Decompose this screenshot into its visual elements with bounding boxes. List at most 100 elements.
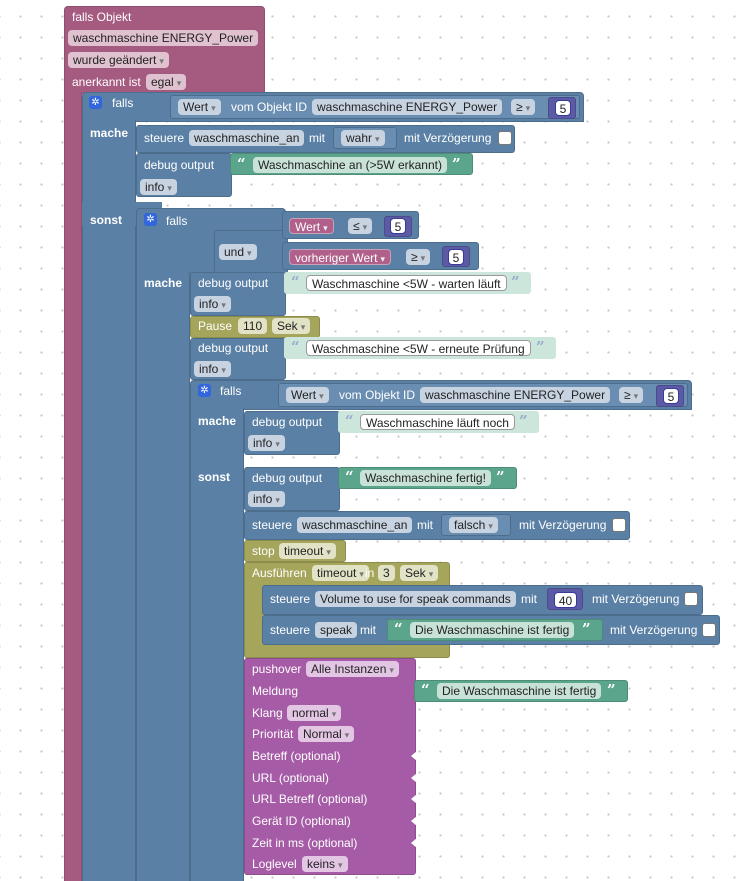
- if2-cond1-num-field[interactable]: 5: [390, 218, 406, 234]
- pushover-block[interactable]: [244, 658, 416, 875]
- if2-cond2-num-field[interactable]: 5: [448, 249, 464, 265]
- quote-open-icon: “: [237, 155, 246, 173]
- if3-steuere-value-dropdown[interactable]: falsch ▾: [449, 517, 498, 533]
- gear-icon[interactable]: ✲: [89, 96, 102, 109]
- if1-op-text: ≥: [516, 100, 523, 114]
- trigger-object-field[interactable]: waschmaschine ENERGY_Power: [68, 30, 259, 46]
- trigger-object-text: waschmaschine ENERGY_Power: [73, 31, 254, 45]
- if1-falls-label: falls: [112, 96, 134, 110]
- if2-debug1-label: debug output: [198, 276, 269, 290]
- pushover-klang-dropdown[interactable]: normal ▾: [287, 705, 342, 721]
- quote-open-icon: “: [421, 681, 430, 699]
- ausfuehren-unit-dropdown[interactable]: Sek ▾: [400, 565, 439, 581]
- if2-cond1-wert-dropdown[interactable]: Wert ▾: [289, 218, 334, 234]
- pushover-loglevel-dropdown[interactable]: keins ▾: [302, 856, 348, 872]
- if1-wert-dropdown[interactable]: Wert ▾: [178, 99, 221, 115]
- quote-close-icon: ”: [607, 681, 616, 699]
- steuere-speak-delay-checkbox[interactable]: [702, 623, 716, 637]
- if2-cond2-num-text: 5: [452, 251, 460, 265]
- pause-num-text: 110: [243, 319, 263, 333]
- if1-steuere-var-field[interactable]: waschmaschine_an: [189, 130, 305, 146]
- if3-steuere-delay-checkbox[interactable]: [612, 518, 626, 532]
- if3-debug-sonst-level-dropdown[interactable]: info ▾: [248, 491, 285, 507]
- if3-steuere-var-text: waschmaschine_an: [302, 518, 408, 532]
- if3-debug-sonst-text-field[interactable]: Waschmaschine fertig!: [360, 470, 491, 486]
- chevron-down-icon: ▾: [362, 222, 368, 232]
- if1-steuere-value-dropdown[interactable]: wahr ▾: [341, 130, 385, 146]
- chevron-down-icon: ▾: [319, 391, 324, 401]
- steuere-volume-mit-label: mit: [521, 592, 537, 606]
- ausfuehren-footer: [244, 645, 450, 658]
- if3-wert-text: Wert: [291, 388, 317, 402]
- chevron-down-icon: ▾: [221, 365, 226, 375]
- input-socket-icon: [411, 816, 417, 826]
- if1-debug-text-field[interactable]: Waschmaschine an (>5W erkannt): [253, 157, 447, 173]
- steuere-volume-num-field[interactable]: 40: [554, 592, 577, 608]
- chevron-down-icon: ▾: [389, 665, 394, 675]
- if3-falls-label: falls: [220, 384, 242, 398]
- pushover-prioritaet-label: Priorität: [252, 727, 294, 741]
- quote-close-icon: ”: [496, 468, 505, 486]
- quote-close-icon: ”: [511, 273, 520, 291]
- if1-steuere-delay-checkbox[interactable]: [498, 131, 512, 145]
- if1-steuere-label: steuere: [144, 131, 185, 145]
- pause-num-field[interactable]: 110: [238, 318, 268, 334]
- if1-op-dropdown[interactable]: ≥ ▾: [511, 99, 536, 115]
- if1-object-field[interactable]: waschmaschine ENERGY_Power: [312, 99, 503, 115]
- chevron-down-icon: ▾: [359, 569, 364, 579]
- if3-num-field[interactable]: 5: [663, 388, 679, 404]
- pause-unit-text: Sek: [277, 319, 298, 333]
- if1-debug-level-dropdown[interactable]: info ▾: [140, 179, 177, 195]
- if3-op-dropdown[interactable]: ≥ ▾: [619, 387, 644, 403]
- chevron-down-icon: ▾: [211, 103, 216, 113]
- if3-wert-dropdown[interactable]: Wert ▾: [286, 387, 329, 403]
- steuere-volume-delay-checkbox[interactable]: [684, 592, 698, 606]
- if3-debug-sonst-text: Waschmaschine fertig!: [365, 471, 486, 485]
- if3-vom-objekt-label: vom Objekt ID: [339, 388, 416, 402]
- steuere-speak-label: steuere: [270, 623, 311, 637]
- if2-debug2-text-field[interactable]: Waschmaschine <5W - erneute Prüfung: [306, 340, 531, 356]
- ausfuehren-num-field[interactable]: 3: [378, 565, 395, 581]
- pushover-instance-dropdown[interactable]: Alle Instanzen ▾: [306, 661, 399, 677]
- if2-cond2-op-text: ≥: [411, 250, 418, 264]
- pushover-url-label: URL (optional): [252, 771, 329, 785]
- quote-close-icon: ”: [536, 338, 545, 356]
- if3-debug-mache-level-dropdown[interactable]: info ▾: [248, 435, 285, 451]
- if3-steuere-var-field[interactable]: waschmaschine_an: [297, 517, 413, 533]
- if2-falls-label: falls: [166, 214, 188, 228]
- gear-icon[interactable]: ✲: [144, 213, 157, 226]
- if3-steuere-delay-label: mit Verzögerung: [519, 518, 607, 532]
- steuere-speak-var-field[interactable]: speak: [315, 622, 358, 638]
- if3-debug-mache-text-field[interactable]: Waschmaschine läuft noch: [360, 414, 515, 430]
- pushover-betreff-label: Betreff (optional): [252, 749, 341, 763]
- if2-cond2-op-dropdown[interactable]: ≥ ▾: [406, 249, 431, 265]
- pushover-meldung-label: Meldung: [252, 684, 299, 698]
- if2-cond1-op-dropdown[interactable]: ≤ ▾: [348, 218, 373, 234]
- quote-open-icon: “: [291, 273, 300, 291]
- steuere-speak-text-field[interactable]: Die Waschmaschine ist fertig: [410, 622, 575, 638]
- pushover-meldung-text-field[interactable]: Die Waschmaschine ist fertig: [437, 683, 602, 699]
- chevron-down-icon: ▾: [323, 223, 328, 233]
- anerkannt-dropdown[interactable]: egal ▾: [146, 74, 187, 90]
- if2-debug1-block[interactable]: [190, 272, 286, 316]
- if1-spine: [82, 120, 136, 881]
- if1-num-field[interactable]: 5: [555, 100, 571, 116]
- pause-unit-dropdown[interactable]: Sek ▾: [272, 318, 311, 334]
- pushover-prioritaet-dropdown[interactable]: Normal ▾: [298, 726, 355, 742]
- if3-debug-mache-level-text: info: [253, 436, 273, 450]
- if2-debug1-text-field[interactable]: Waschmaschine <5W - warten läuft: [306, 275, 507, 291]
- if2-cond2-wert-text: vorheriger Wert: [295, 251, 378, 265]
- stop-var-dropdown[interactable]: timeout ▾: [279, 543, 336, 559]
- gear-icon[interactable]: ✲: [198, 384, 211, 397]
- trigger-condition-dropdown[interactable]: wurde geändert ▾: [68, 52, 169, 68]
- steuere-volume-var-field[interactable]: Volume to use for speak commands: [315, 591, 516, 607]
- stop-label: stop: [252, 544, 275, 558]
- if2-debug1-level-dropdown[interactable]: info ▾: [194, 296, 231, 312]
- if3-op-text: ≥: [624, 388, 631, 402]
- if2-debug2-level-dropdown[interactable]: info ▾: [194, 361, 231, 377]
- if3-object-field[interactable]: waschmaschine ENERGY_Power: [420, 387, 611, 403]
- if2-und-dropdown[interactable]: und ▾: [219, 244, 257, 260]
- if3-sonst-label: sonst: [198, 470, 231, 484]
- ausfuehren-var-dropdown[interactable]: timeout ▾: [312, 565, 369, 581]
- if2-cond2-wert-dropdown[interactable]: vorheriger Wert ▾: [289, 249, 392, 265]
